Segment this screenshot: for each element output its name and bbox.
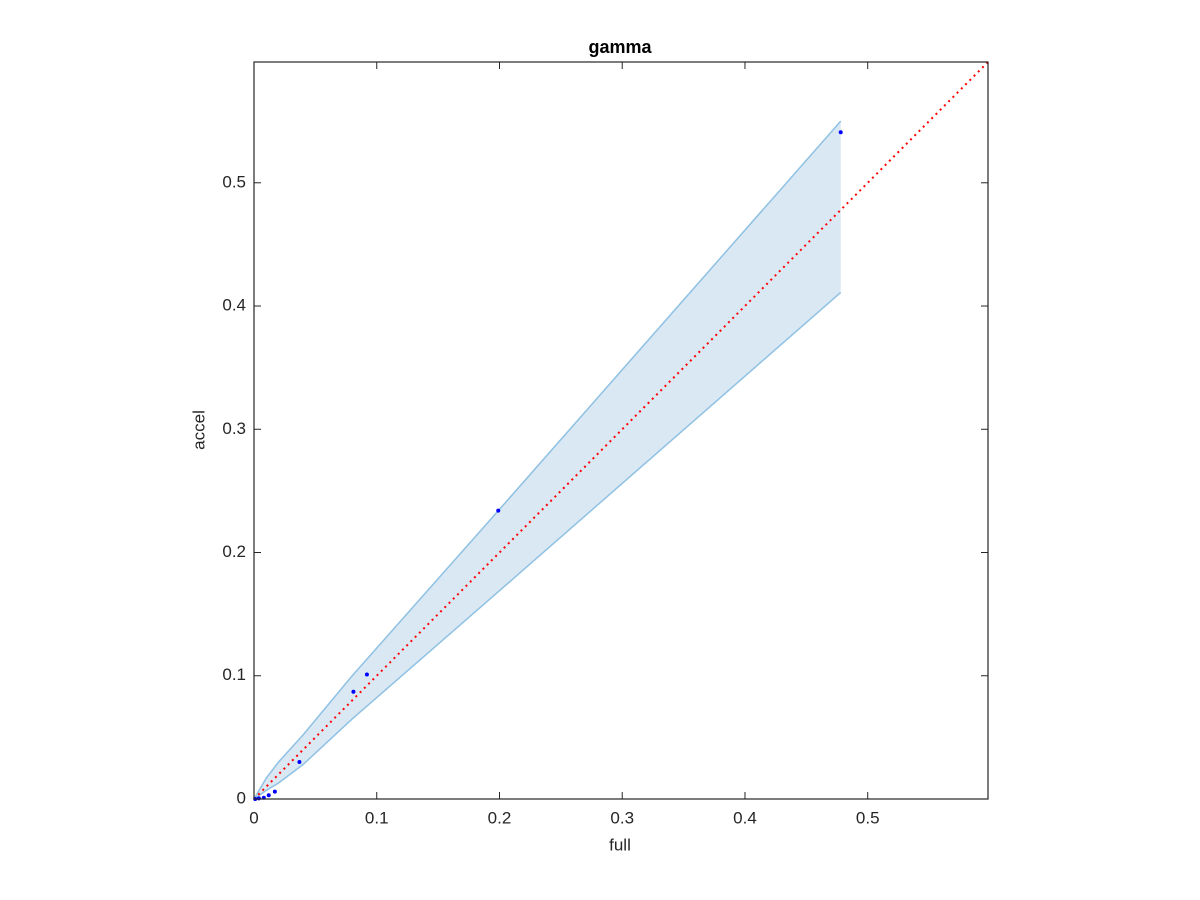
point xyxy=(266,793,271,798)
y-tick-label: 0.4 xyxy=(222,296,246,315)
chart-title: gamma xyxy=(588,37,652,57)
y-tick-label: 0.2 xyxy=(222,542,246,561)
y-tick-label: 0 xyxy=(237,788,246,807)
y-tick-label: 0.1 xyxy=(222,665,246,684)
x-tick-label: 0.2 xyxy=(488,808,512,827)
axes-box xyxy=(253,61,989,800)
x-tick-label: 0 xyxy=(249,808,258,827)
point xyxy=(256,796,261,801)
point xyxy=(272,789,277,794)
y-tick-label: 0.3 xyxy=(222,419,246,438)
point xyxy=(364,672,369,677)
x-tick-label: 0.1 xyxy=(365,808,389,827)
x-tick-label: 0.3 xyxy=(610,808,634,827)
point xyxy=(496,508,501,513)
x-tick-label: 0.5 xyxy=(856,808,880,827)
y-axis-label: accel xyxy=(189,410,208,450)
point xyxy=(838,130,843,135)
x-tick-label: 0.4 xyxy=(733,808,757,827)
y-tick-label: 0.5 xyxy=(222,172,246,191)
point xyxy=(297,760,302,765)
point xyxy=(351,689,356,694)
band-fill xyxy=(254,121,841,800)
x-axis-label: full xyxy=(609,835,631,854)
band-lower xyxy=(253,291,842,800)
